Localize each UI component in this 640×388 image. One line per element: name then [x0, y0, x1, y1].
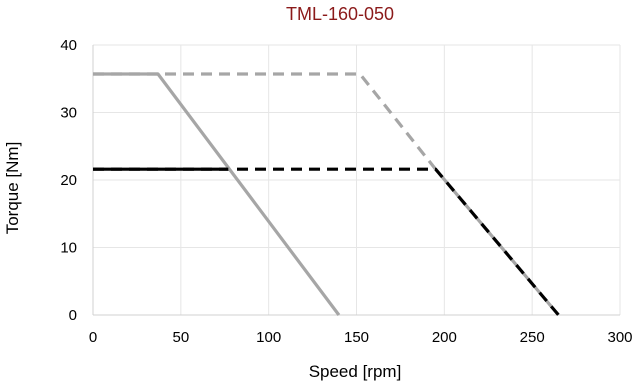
tick-labels: 0 50 100 150 200 250 300 0 10 20 30 40 — [60, 37, 632, 346]
grid — [93, 44, 621, 315]
y-tick-label: 40 — [60, 37, 77, 54]
series-group — [93, 72, 560, 317]
series-line-1 — [93, 72, 560, 317]
x-tick-label: 0 — [89, 329, 97, 346]
y-tick-label: 20 — [60, 172, 77, 189]
x-tick-label: 100 — [256, 329, 281, 346]
series-line-2 — [93, 167, 560, 317]
axes — [92, 45, 620, 316]
x-tick-label: 150 — [344, 329, 369, 346]
series-line-3 — [93, 72, 341, 316]
y-tick-label: 10 — [60, 240, 77, 257]
chart-title: TML-160-050 — [285, 4, 395, 24]
x-axis-label: Speed [rpm] — [308, 362, 402, 381]
y-tick-label: 0 — [69, 307, 77, 324]
x-tick-label: 200 — [432, 329, 457, 346]
x-tick-label: 50 — [172, 329, 189, 346]
x-tick-label: 250 — [520, 329, 545, 346]
x-tick-label: 300 — [607, 329, 632, 346]
y-tick-label: 30 — [60, 105, 77, 122]
